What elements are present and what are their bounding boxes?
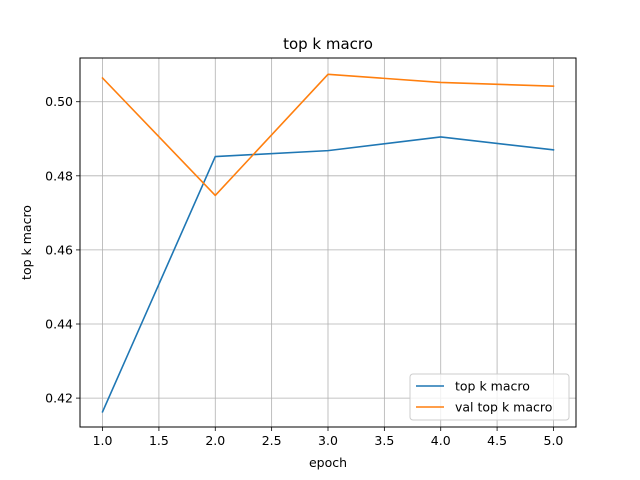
legend-label-2: val top k macro	[455, 400, 552, 415]
y-tick-label: 0.50	[45, 94, 73, 109]
x-tick-label: 3.0	[318, 433, 338, 448]
x-tick-label: 3.5	[374, 433, 394, 448]
x-tick-label: 1.0	[93, 433, 113, 448]
y-tick-label: 0.44	[45, 317, 73, 332]
x-axis: 1.0 1.5 2.0 2.5 3.0 3.5 4.0 4.5 5.0	[93, 427, 564, 448]
x-tick-label: 4.5	[487, 433, 507, 448]
x-tick-label: 2.5	[262, 433, 282, 448]
x-axis-label: epoch	[309, 455, 347, 470]
legend-label-1: top k macro	[455, 379, 530, 394]
x-tick-label: 4.0	[431, 433, 451, 448]
legend-box	[409, 373, 570, 421]
series-lines	[101, 73, 555, 413]
x-tick-label: 1.5	[149, 433, 169, 448]
y-tick-label: 0.46	[45, 242, 73, 257]
x-tick-label: 5.0	[544, 433, 564, 448]
x-tick-label: 2.0	[205, 433, 225, 448]
legend: top k macro val top k macro	[409, 373, 570, 421]
y-tick-label: 0.42	[45, 391, 73, 406]
y-tick-label: 0.48	[45, 168, 73, 183]
y-axis-label: top k macro	[19, 205, 34, 280]
chart-title: top k macro	[283, 35, 373, 53]
y-axis: 0.42 0.44 0.46 0.48 0.50	[45, 94, 80, 406]
